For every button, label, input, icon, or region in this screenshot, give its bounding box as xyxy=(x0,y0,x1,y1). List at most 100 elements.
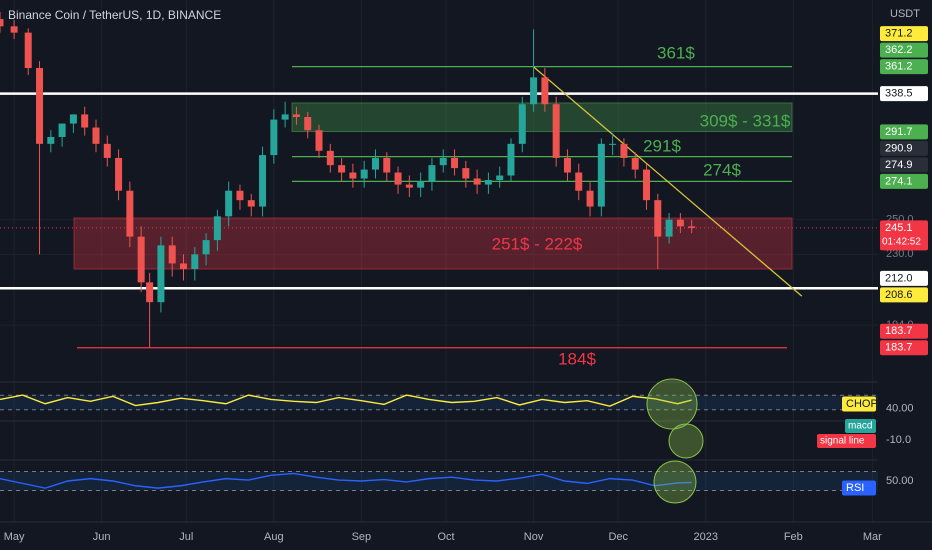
candle-body xyxy=(428,165,436,182)
candle-body xyxy=(326,150,334,166)
candle-body xyxy=(575,172,583,191)
price-label: 208.6 xyxy=(885,289,913,301)
price-label-bg xyxy=(880,270,928,286)
price-label: 338.5 xyxy=(885,88,913,100)
candle-body xyxy=(225,190,233,217)
candle-body xyxy=(371,157,379,170)
x-tick-label: Jul xyxy=(179,531,193,543)
candle-body xyxy=(462,168,470,179)
candle-body xyxy=(137,236,145,283)
candle-body xyxy=(631,157,639,170)
price-label: 274.9 xyxy=(885,159,913,171)
candle-body xyxy=(47,136,55,144)
x-tick-label: May xyxy=(4,531,25,543)
candle-body xyxy=(688,226,696,228)
candle-body xyxy=(394,172,402,185)
x-tick-label: Nov xyxy=(524,531,544,543)
candle-body xyxy=(146,282,154,303)
x-tick-label: 2023 xyxy=(694,531,718,543)
candle-body xyxy=(103,143,111,158)
highlight xyxy=(646,378,698,430)
candle-body xyxy=(270,119,278,156)
price-label-bg xyxy=(880,42,928,58)
candle-body xyxy=(81,114,89,128)
price-label-bg xyxy=(880,140,928,156)
candle-body xyxy=(69,114,77,124)
candle-body xyxy=(292,114,300,118)
x-tick-label: Aug xyxy=(264,531,284,543)
candle-body xyxy=(315,130,323,151)
currency: USDT xyxy=(890,8,920,20)
indicator-tag: CHOP xyxy=(846,398,878,410)
candle-body xyxy=(586,190,594,207)
annotation: 291$ xyxy=(643,136,681,155)
candle-body xyxy=(654,200,662,237)
highlight xyxy=(653,460,697,504)
candle-body xyxy=(473,178,481,185)
candle-body xyxy=(541,77,549,105)
candle-body xyxy=(518,104,526,144)
price-label: 212.0 xyxy=(885,272,913,284)
candle-body xyxy=(507,143,515,176)
candle-body xyxy=(676,219,684,227)
candle-body xyxy=(338,165,346,173)
indicator-tag: macd xyxy=(848,421,872,432)
candle-body xyxy=(484,180,492,185)
candle-body xyxy=(157,245,165,303)
price-label: 290.9 xyxy=(885,142,913,154)
x-tick-label: Dec xyxy=(608,531,628,543)
candle-body xyxy=(620,143,628,158)
indicator-tag-bg xyxy=(817,434,876,448)
x-tick-label: Sep xyxy=(352,531,372,543)
x-tick-label: Oct xyxy=(437,531,454,543)
candle-body xyxy=(191,254,199,270)
indicator-tag-bg xyxy=(842,396,876,412)
trend-line xyxy=(533,66,803,297)
candle-body xyxy=(58,123,66,137)
price-label-bg xyxy=(880,173,928,189)
candle-body xyxy=(496,175,504,181)
price-label: 274.1 xyxy=(885,175,913,187)
candle-body xyxy=(0,19,4,27)
indicator-tag-bg xyxy=(842,480,876,496)
candle-body xyxy=(609,143,617,145)
candle-body xyxy=(304,117,312,131)
candle-body xyxy=(115,157,123,191)
candle-body xyxy=(563,157,571,173)
candle-body xyxy=(665,219,673,237)
annotation: 184$ xyxy=(558,349,596,368)
candle-body xyxy=(281,114,289,120)
countdown: 01:42:52 xyxy=(882,237,921,248)
indicator-line xyxy=(0,394,692,407)
indicator-tick-label: -10.0 xyxy=(886,434,911,446)
price-label-bg xyxy=(880,157,928,173)
zone xyxy=(73,217,793,270)
indicator-tag: signal line xyxy=(820,436,865,447)
symbol-title: Binance Coin / TetherUS, 1D, BINANCE xyxy=(8,8,221,22)
indicator-tag: RSI xyxy=(846,482,864,494)
candle-body xyxy=(10,26,18,33)
x-tick-label: Jun xyxy=(93,531,111,543)
highlight xyxy=(668,423,704,459)
price-label: 362.2 xyxy=(885,44,913,56)
band xyxy=(0,471,878,491)
price-label: 361.2 xyxy=(885,61,913,73)
candle-body xyxy=(180,263,188,270)
candle-body xyxy=(213,216,221,241)
price-label-bg xyxy=(880,59,928,75)
price-label: 291.7 xyxy=(885,126,913,138)
candle-body xyxy=(439,157,447,166)
candle-body xyxy=(597,143,605,207)
price-label-bg xyxy=(880,323,928,339)
candle-body xyxy=(417,181,425,188)
candle-body xyxy=(168,245,176,264)
candle-body xyxy=(24,32,32,69)
annotation: 251$ - 222$ xyxy=(492,234,583,253)
indicator-tag-bg xyxy=(845,419,876,433)
candle-body xyxy=(405,184,413,188)
candle-body xyxy=(36,68,44,144)
candle-body xyxy=(360,169,368,179)
current-price-bg xyxy=(880,220,928,251)
price-label-bg xyxy=(880,86,928,102)
